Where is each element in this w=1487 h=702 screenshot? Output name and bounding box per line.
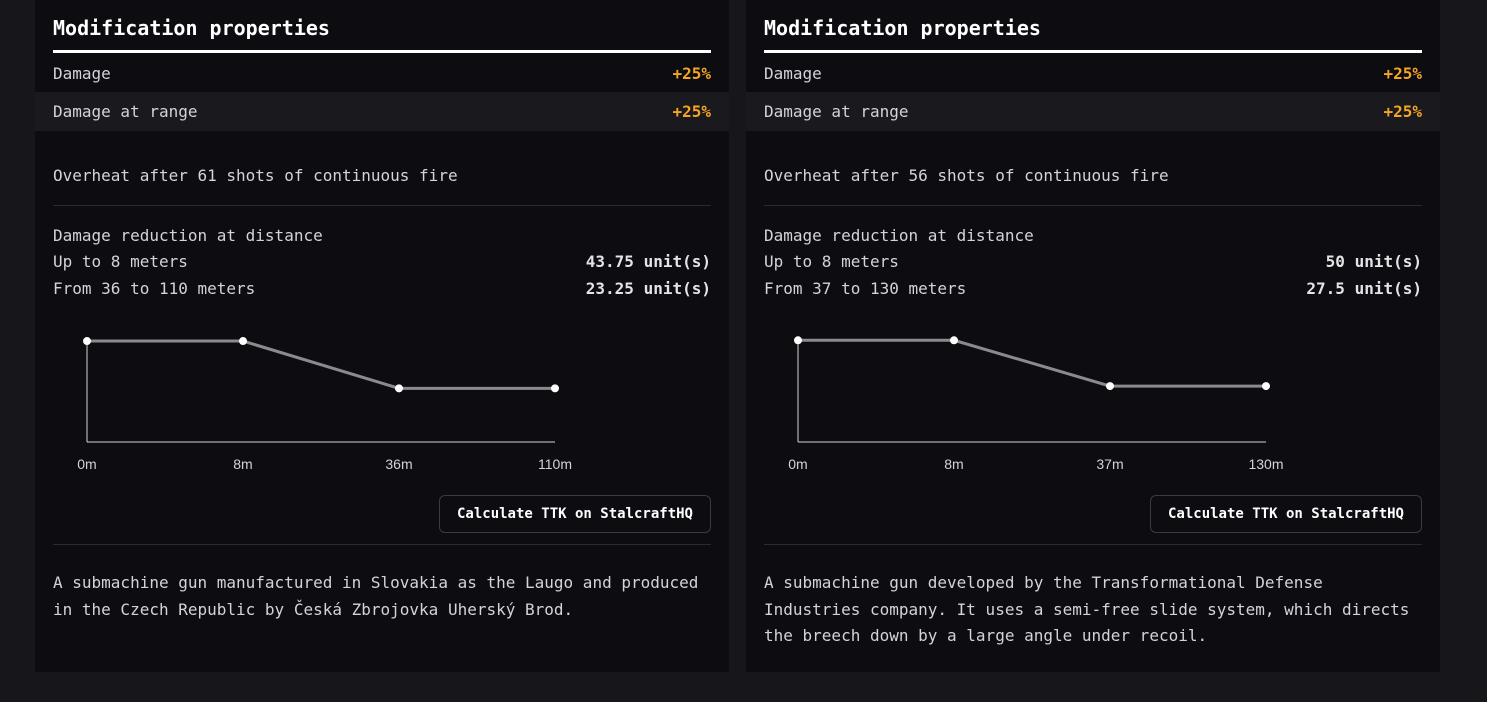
title-divider bbox=[764, 50, 1422, 53]
property-value: +25% bbox=[672, 102, 711, 121]
property-name: Damage bbox=[764, 64, 822, 83]
property-row-damage-at-range: Damage at range +25% bbox=[35, 92, 729, 131]
chart-svg: 0m 8m 36m 110m bbox=[77, 337, 572, 472]
distance-row: From 36 to 110 meters 23.25 unit(s) bbox=[53, 279, 711, 298]
distance-label: Up to 8 meters bbox=[53, 252, 188, 271]
x-tick-label: 110m bbox=[538, 456, 572, 472]
x-tick-label: 37m bbox=[1096, 456, 1123, 472]
property-value: +25% bbox=[672, 64, 711, 83]
distance-label: From 37 to 130 meters bbox=[764, 279, 967, 298]
series-line bbox=[87, 339, 555, 390]
weapon-description: A submachine gun manufactured in Slovaki… bbox=[53, 573, 699, 619]
section-title: Modification properties bbox=[53, 16, 330, 40]
distance-value: 23.25 unit(s) bbox=[585, 279, 711, 298]
damage-falloff-chart: 0m 8m 37m 130m bbox=[776, 316, 1296, 476]
weapon-card-right: Modification properties Damage +25% Dama… bbox=[746, 0, 1440, 672]
overheat-text: Overheat after 56 shots of continuous fi… bbox=[764, 166, 1169, 185]
data-point bbox=[950, 336, 958, 345]
calculate-ttk-button[interactable]: Calculate TTK on StalcraftHQ bbox=[438, 495, 711, 533]
data-point bbox=[1106, 382, 1114, 391]
data-point bbox=[239, 337, 247, 346]
x-tick-label: 36m bbox=[385, 456, 412, 472]
distance-row: From 37 to 130 meters 27.5 unit(s) bbox=[764, 279, 1422, 298]
x-tick-label: 0m bbox=[788, 456, 807, 472]
chart-svg: 0m 8m 37m 130m bbox=[788, 336, 1284, 472]
divider bbox=[53, 544, 711, 545]
section-title: Modification properties bbox=[764, 16, 1041, 40]
divider bbox=[53, 205, 711, 206]
calculate-ttk-button[interactable]: Calculate TTK on StalcraftHQ bbox=[1149, 495, 1422, 533]
distance-value: 43.75 unit(s) bbox=[585, 252, 711, 271]
x-tick-label: 130m bbox=[1248, 456, 1283, 472]
weapon-card-left: Modification properties Damage +25% Dama… bbox=[35, 0, 729, 672]
distance-label: Up to 8 meters bbox=[764, 252, 899, 271]
weapon-description: A submachine gun developed by the Transf… bbox=[764, 573, 1410, 645]
damage-reduction-title: Damage reduction at distance bbox=[764, 226, 1034, 245]
property-value: +25% bbox=[1383, 64, 1422, 83]
overheat-text: Overheat after 61 shots of continuous fi… bbox=[53, 166, 458, 185]
damage-falloff-chart: 0m 8m 36m 110m bbox=[65, 316, 585, 476]
x-tick-label: 8m bbox=[233, 456, 252, 472]
series-line bbox=[798, 338, 1266, 388]
property-name: Damage bbox=[53, 64, 111, 83]
property-row-damage: Damage +25% bbox=[35, 54, 729, 93]
x-tick-label: 0m bbox=[77, 456, 96, 472]
distance-row: Up to 8 meters 50 unit(s) bbox=[764, 252, 1422, 271]
data-point bbox=[83, 337, 91, 346]
damage-reduction-title: Damage reduction at distance bbox=[53, 226, 323, 245]
title-divider bbox=[53, 50, 711, 53]
divider bbox=[764, 205, 1422, 206]
x-tick-label: 8m bbox=[944, 456, 963, 472]
data-point bbox=[395, 384, 403, 393]
property-name: Damage at range bbox=[53, 102, 198, 121]
data-point bbox=[551, 384, 559, 393]
distance-value: 50 unit(s) bbox=[1325, 252, 1422, 271]
data-point bbox=[794, 336, 802, 345]
distance-row: Up to 8 meters 43.75 unit(s) bbox=[53, 252, 711, 271]
property-name: Damage at range bbox=[764, 102, 909, 121]
data-point bbox=[1262, 382, 1270, 391]
property-row-damage-at-range: Damage at range +25% bbox=[746, 92, 1440, 131]
divider bbox=[764, 544, 1422, 545]
property-row-damage: Damage +25% bbox=[746, 54, 1440, 93]
distance-value: 27.5 unit(s) bbox=[1306, 279, 1422, 298]
property-value: +25% bbox=[1383, 102, 1422, 121]
distance-label: From 36 to 110 meters bbox=[53, 279, 256, 298]
